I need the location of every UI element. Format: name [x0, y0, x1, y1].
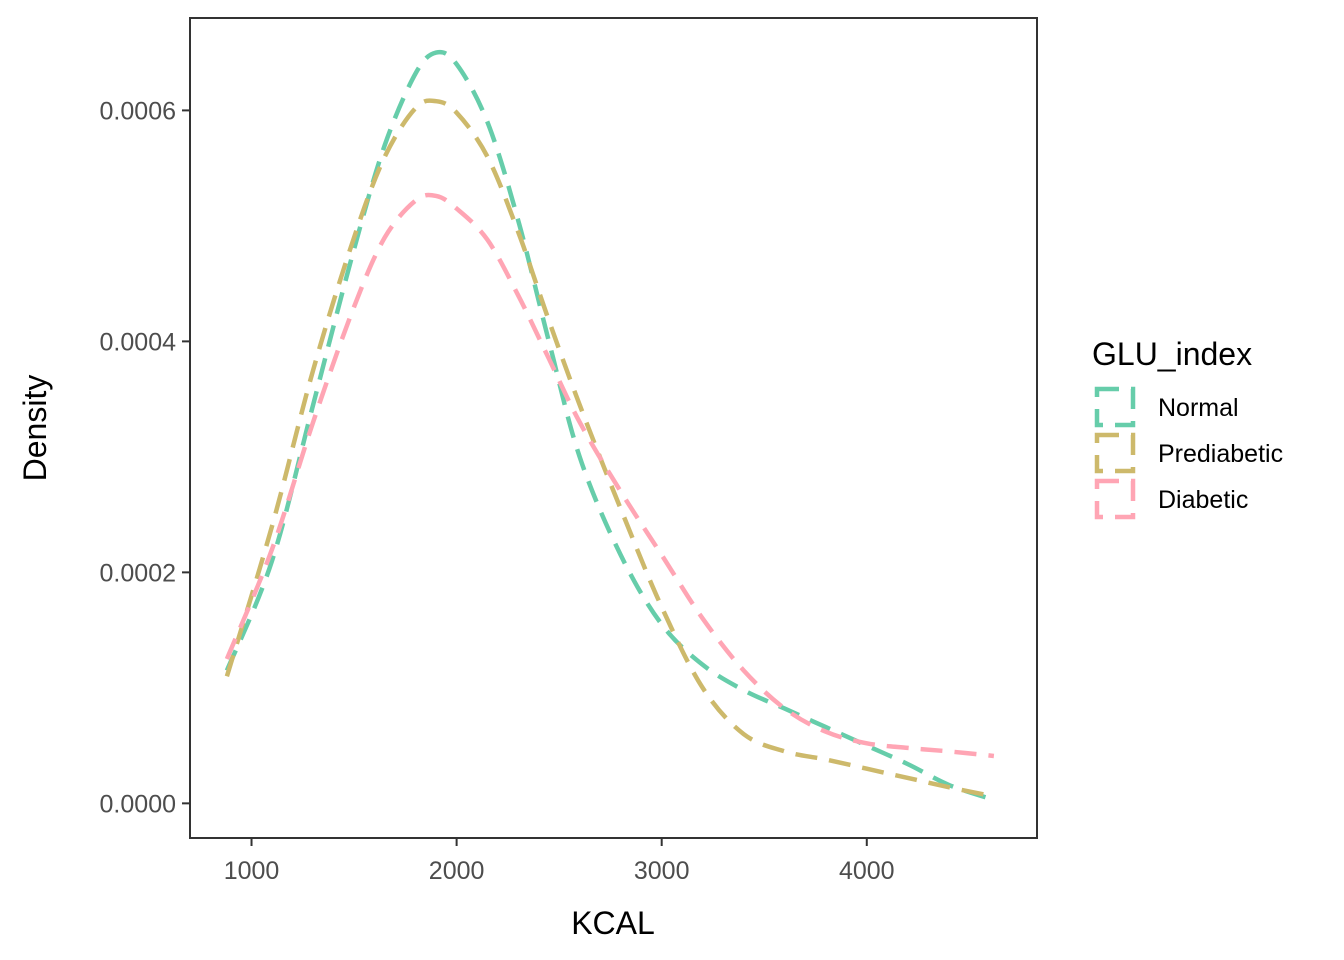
- density-line-prediabetic: [224, 98, 995, 799]
- legend: GLU_index Normal Prediabetic Diabetic: [1092, 336, 1283, 520]
- legend-key: [1094, 432, 1136, 474]
- density-line-normal: [224, 49, 995, 803]
- y-tick-label: 0.0002: [100, 559, 176, 587]
- y-tick-label: 0.0006: [100, 97, 176, 125]
- legend-item-prediabetic: Prediabetic: [1094, 432, 1283, 474]
- legend-key: [1094, 478, 1136, 520]
- panel-border: [189, 17, 1038, 839]
- series-layer: [224, 49, 995, 803]
- x-axis-title: KCAL: [571, 905, 655, 941]
- legend-key: [1094, 386, 1136, 428]
- legend-title: GLU_index: [1092, 336, 1252, 372]
- y-axis: 0.0000 0.0002 0.0004 0.0006: [100, 97, 190, 818]
- legend-item-normal: Normal: [1094, 386, 1239, 428]
- y-axis-title: Density: [17, 375, 53, 482]
- x-tick-label: 2000: [429, 857, 485, 885]
- x-tick-label: 1000: [224, 857, 280, 885]
- legend-label: Diabetic: [1158, 486, 1248, 514]
- x-tick-label: 3000: [634, 857, 690, 885]
- plot-panel: [189, 17, 1038, 839]
- density-line-diabetic: [224, 192, 995, 759]
- legend-item-diabetic: Diabetic: [1094, 478, 1248, 520]
- legend-items: Normal Prediabetic Diabetic: [1094, 386, 1283, 520]
- legend-label: Normal: [1158, 394, 1239, 422]
- x-tick-label: 4000: [839, 857, 895, 885]
- x-axis: 1000 2000 3000 4000: [224, 838, 895, 885]
- legend-label: Prediabetic: [1158, 440, 1283, 468]
- y-tick-label: 0.0000: [100, 790, 176, 818]
- y-tick-label: 0.0004: [100, 328, 177, 356]
